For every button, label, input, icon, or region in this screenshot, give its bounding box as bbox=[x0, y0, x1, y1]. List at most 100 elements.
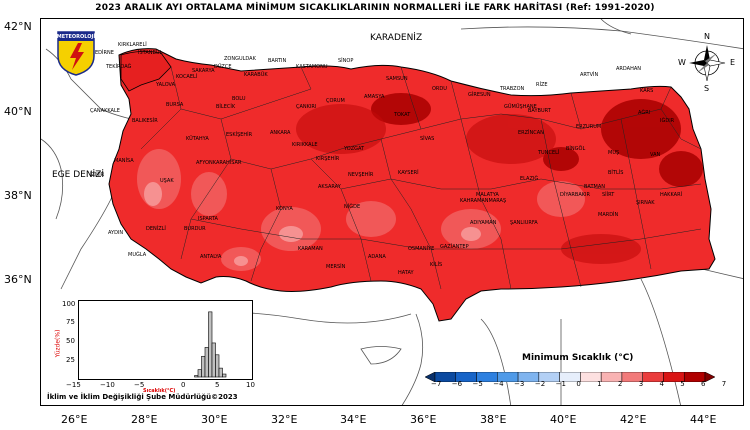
city-label: ARTVİN bbox=[580, 72, 599, 78]
city-label: ZONGULDAK bbox=[224, 56, 256, 62]
city-label: ELAZIĞ bbox=[520, 176, 539, 182]
city-label: SİİRT bbox=[602, 192, 615, 198]
city-label: KARS bbox=[640, 88, 654, 94]
lat-label-38: 38°N bbox=[4, 189, 32, 202]
lon-label-28: 28°E bbox=[131, 413, 158, 426]
city-label: YOZGAT bbox=[344, 146, 365, 152]
hist-ytick-50: 50 bbox=[66, 337, 75, 345]
city-label: NİĞDE bbox=[344, 204, 361, 210]
city-label: KIRKLARELİ bbox=[118, 42, 147, 48]
city-label: MALATYA bbox=[476, 192, 499, 198]
hist-ytick-100: 100 bbox=[62, 300, 76, 308]
legend-tick-label: 0 bbox=[576, 380, 581, 388]
lon-label-38: 38°E bbox=[480, 413, 507, 426]
compass-n: N bbox=[704, 32, 710, 41]
city-label: KARAMAN bbox=[298, 246, 323, 252]
city-label: BİLECİK bbox=[216, 104, 236, 110]
city-label: DİYARBAKIR bbox=[560, 192, 590, 198]
city-label: İSTANBUL bbox=[138, 50, 163, 56]
hist-xtick-m10: −10 bbox=[100, 381, 115, 389]
logo-emblem bbox=[57, 31, 95, 76]
histogram-x-label: Sıcaklık(°C) bbox=[143, 388, 176, 394]
anomaly-patches-dark bbox=[371, 93, 703, 187]
city-label: UŞAK bbox=[160, 178, 174, 184]
legend-tick-label: 4 bbox=[659, 380, 664, 388]
city-label: BURDUR bbox=[184, 226, 206, 232]
legend-tick-label: 6 bbox=[701, 380, 706, 388]
city-label: IĞDIR bbox=[660, 118, 675, 124]
city-label: GÜMÜŞHANE bbox=[504, 104, 537, 110]
city-label: KOCAELİ bbox=[176, 74, 198, 80]
legend-tick-label: −4 bbox=[493, 380, 504, 388]
city-label: BALIKESİR bbox=[132, 118, 158, 124]
neighbor-coastlines bbox=[41, 19, 743, 405]
lon-label-36: 36°E bbox=[410, 413, 437, 426]
legend-tick-label: −7 bbox=[431, 380, 442, 388]
hist-ytick-25: 25 bbox=[66, 356, 75, 364]
city-label: ÇANAKKALE bbox=[90, 108, 120, 114]
city-label: KONYA bbox=[276, 206, 293, 212]
legend-tick-label: −2 bbox=[534, 380, 546, 388]
lon-label-32: 32°E bbox=[271, 413, 298, 426]
city-label: AFYONKARAHİSAR bbox=[196, 160, 242, 166]
city-label: VAN bbox=[650, 152, 661, 158]
city-label: BOLU bbox=[232, 96, 246, 102]
city-label: ERZİNCAN bbox=[518, 130, 544, 136]
city-label: ÇANKIRI bbox=[296, 104, 317, 110]
city-label: KASTAMONU bbox=[296, 64, 328, 70]
colorbar-cell bbox=[704, 371, 716, 383]
city-label: MUŞ bbox=[608, 150, 620, 156]
city-label: MERSİN bbox=[326, 264, 346, 270]
hist-xtick-m5: −5 bbox=[134, 381, 145, 389]
city-label: SAKARYA bbox=[192, 68, 215, 74]
legend-tick-label: 2 bbox=[617, 380, 623, 388]
legend-tick-label: −1 bbox=[555, 380, 566, 388]
city-label: MUĞLA bbox=[128, 252, 147, 258]
city-label: DENİZLİ bbox=[146, 226, 166, 232]
city-label: OSMANİYE bbox=[408, 246, 435, 252]
map-svg bbox=[41, 19, 743, 405]
histogram-bar bbox=[218, 367, 223, 378]
lon-label-34: 34°E bbox=[340, 413, 367, 426]
city-label: İZMİR bbox=[90, 172, 105, 178]
city-label: KAYSERİ bbox=[398, 170, 419, 176]
legend-tick-label: 1 bbox=[597, 380, 602, 388]
city-label: TRABZON bbox=[500, 86, 525, 92]
legend-tick-label: −3 bbox=[514, 380, 525, 388]
histogram-bar bbox=[197, 369, 202, 378]
lat-label-42: 42°N bbox=[4, 20, 32, 33]
city-label: ISPARTA bbox=[198, 216, 218, 222]
city-label: SİVAS bbox=[420, 136, 435, 142]
histogram-bar bbox=[222, 373, 227, 378]
city-label: SAMSUN bbox=[386, 76, 408, 82]
lon-label-42: 42°E bbox=[620, 413, 647, 426]
city-label: ŞANLIURFA bbox=[510, 220, 538, 226]
city-label: ERZURUM bbox=[576, 124, 602, 130]
histogram-bar bbox=[208, 311, 213, 378]
city-label: NEVŞEHİR bbox=[348, 172, 374, 178]
city-label: YALOVA bbox=[156, 82, 176, 88]
city-label: AYDIN bbox=[108, 230, 124, 236]
city-label: KİLİS bbox=[430, 262, 443, 268]
city-label: ESKİŞEHİR bbox=[226, 132, 253, 138]
legend-tick-label: 7 bbox=[721, 380, 727, 388]
city-label: BATMAN bbox=[584, 184, 605, 190]
compass-rose: N S W E bbox=[678, 32, 735, 93]
compass-s: S bbox=[704, 84, 710, 93]
city-label: TEKİRDAĞ bbox=[106, 64, 132, 70]
city-label: KIRIKKALE bbox=[292, 142, 318, 148]
histogram-bar bbox=[215, 354, 220, 378]
city-label: ÇORUM bbox=[326, 98, 345, 104]
legend-colorbar bbox=[424, 367, 716, 383]
lat-label-40: 40°N bbox=[4, 105, 32, 118]
city-label: MANİSA bbox=[114, 158, 134, 164]
hist-xtick-m15: −15 bbox=[66, 381, 81, 389]
sea-label-karadeniz: KARADENİZ bbox=[370, 33, 423, 43]
legend-tick-label: 3 bbox=[638, 380, 644, 388]
city-label: ANKARA bbox=[270, 130, 291, 136]
map-title: 2023 ARALIK AYI ORTALAMA MİNİMUM SICAKLI… bbox=[95, 3, 655, 13]
city-label: ORDU bbox=[432, 86, 447, 92]
hist-xtick-5: 5 bbox=[215, 381, 220, 389]
legend-tick-label: −6 bbox=[451, 380, 463, 388]
city-label: EDİRNE bbox=[95, 50, 114, 56]
